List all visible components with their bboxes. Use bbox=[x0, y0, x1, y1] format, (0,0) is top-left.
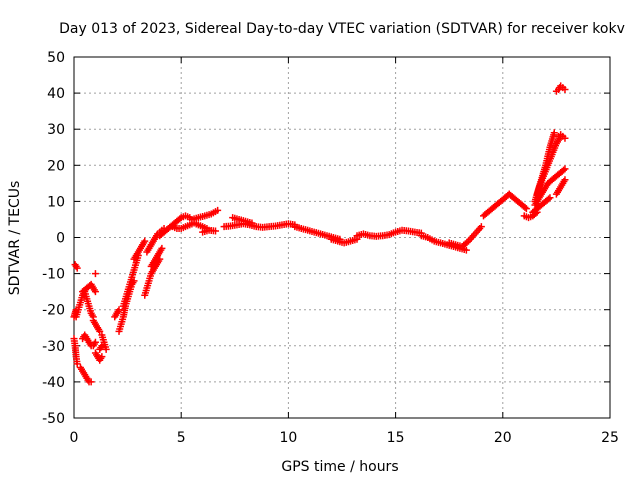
data-point bbox=[91, 288, 99, 296]
y-tick-label: -20 bbox=[42, 303, 65, 319]
x-tick-label: 10 bbox=[279, 430, 297, 446]
x-tick-labels: 0 5 10 15 20 25 bbox=[70, 430, 619, 446]
data-point bbox=[91, 338, 99, 346]
data-point bbox=[141, 237, 149, 245]
data-point bbox=[73, 264, 81, 272]
data-point bbox=[561, 165, 569, 173]
y-tick-label: 0 bbox=[56, 231, 65, 247]
data-point bbox=[102, 345, 110, 353]
data-point bbox=[73, 360, 81, 368]
data-point bbox=[96, 327, 104, 335]
x-tick-label: 5 bbox=[177, 430, 186, 446]
x-tick-label: 0 bbox=[70, 430, 79, 446]
data-point bbox=[546, 194, 554, 202]
chart-title: Day 013 of 2023, Sidereal Day-to-day VTE… bbox=[59, 21, 625, 37]
y-tick-label: -10 bbox=[42, 267, 65, 283]
data-point bbox=[550, 129, 558, 137]
x-tick-label: 20 bbox=[494, 430, 512, 446]
data-point bbox=[248, 219, 256, 227]
y-tick-labels: -50 -40 -30 -20 -10 0 10 20 30 40 50 bbox=[42, 50, 65, 427]
data-point bbox=[87, 378, 95, 386]
data-point bbox=[176, 215, 184, 223]
y-tick-label: 30 bbox=[47, 122, 65, 138]
data-point bbox=[522, 205, 530, 213]
data-point bbox=[212, 227, 220, 235]
data-point bbox=[477, 223, 485, 231]
y-tick-label: -30 bbox=[42, 339, 65, 355]
x-tick-label: 15 bbox=[387, 430, 405, 446]
data-points bbox=[70, 82, 569, 386]
y-tick-label: 40 bbox=[47, 86, 65, 102]
data-point bbox=[462, 246, 470, 254]
data-point bbox=[561, 85, 569, 93]
x-tick-label: 25 bbox=[601, 430, 619, 446]
y-tick-label: 10 bbox=[47, 194, 65, 210]
y-tick-label: 20 bbox=[47, 158, 65, 174]
y-axis-label: SDTVAR / TECUs bbox=[7, 181, 23, 296]
data-point bbox=[561, 176, 569, 184]
y-tick-label: -40 bbox=[42, 375, 65, 391]
data-point bbox=[521, 203, 529, 211]
data-point bbox=[98, 353, 106, 361]
data-point bbox=[545, 195, 553, 203]
data-point bbox=[158, 244, 166, 252]
data-point bbox=[560, 166, 568, 174]
data-point bbox=[91, 270, 99, 278]
data-point bbox=[561, 134, 569, 142]
data-point bbox=[214, 206, 222, 214]
x-axis-label: GPS time / hours bbox=[281, 459, 398, 475]
y-tick-label: -50 bbox=[42, 411, 65, 427]
y-tick-label: 50 bbox=[47, 50, 65, 66]
